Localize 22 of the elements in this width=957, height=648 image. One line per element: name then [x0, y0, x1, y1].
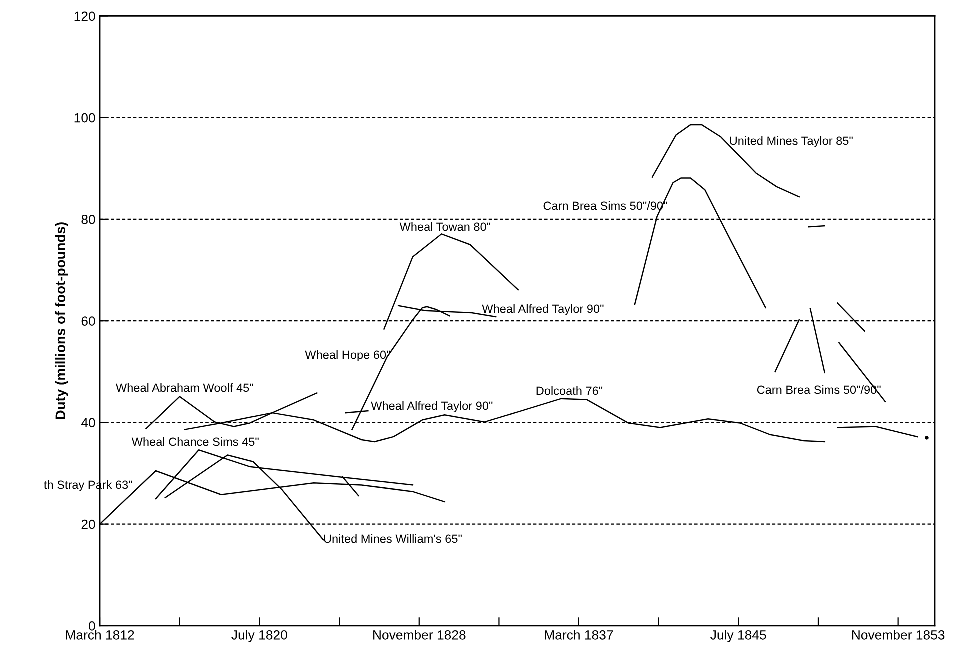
x-tick-label: July 1820: [232, 630, 288, 642]
x-tick-label: March 1812: [66, 630, 134, 640]
annotation: Wheal Abraham Woolf 45": [116, 383, 254, 392]
y-axis-title: Duty (millions of foot-pounds): [55, 222, 68, 420]
x-tick-label: July 1845: [710, 630, 766, 642]
y-tick-label: 20: [82, 520, 96, 530]
annotation: Wheal Alfred Taylor 90": [371, 401, 493, 413]
y-tick-label: 40: [81, 418, 96, 428]
annotation: Wheal Towan 80": [400, 222, 491, 232]
x-tick-label: November 1828: [374, 630, 466, 640]
annotation: Dolcoath 76": [536, 386, 603, 396]
annotation: Wheal Chance Sims 45": [132, 437, 259, 446]
annotation: United Mines William's 65": [324, 534, 462, 544]
annotation: Wheal Alfred Taylor 90": [482, 304, 604, 316]
annotation: United Mines Taylor 85": [730, 136, 853, 148]
y-tick-label: 120: [74, 12, 96, 22]
y-tick-label: 80: [82, 215, 96, 224]
x-tick-label: March 1837: [545, 630, 614, 640]
y-tick-label: 0: [89, 622, 96, 631]
y-tick-label: 60: [82, 316, 96, 326]
y-tick-label: 100: [74, 113, 96, 123]
x-tick-label: November 1853: [852, 630, 945, 640]
